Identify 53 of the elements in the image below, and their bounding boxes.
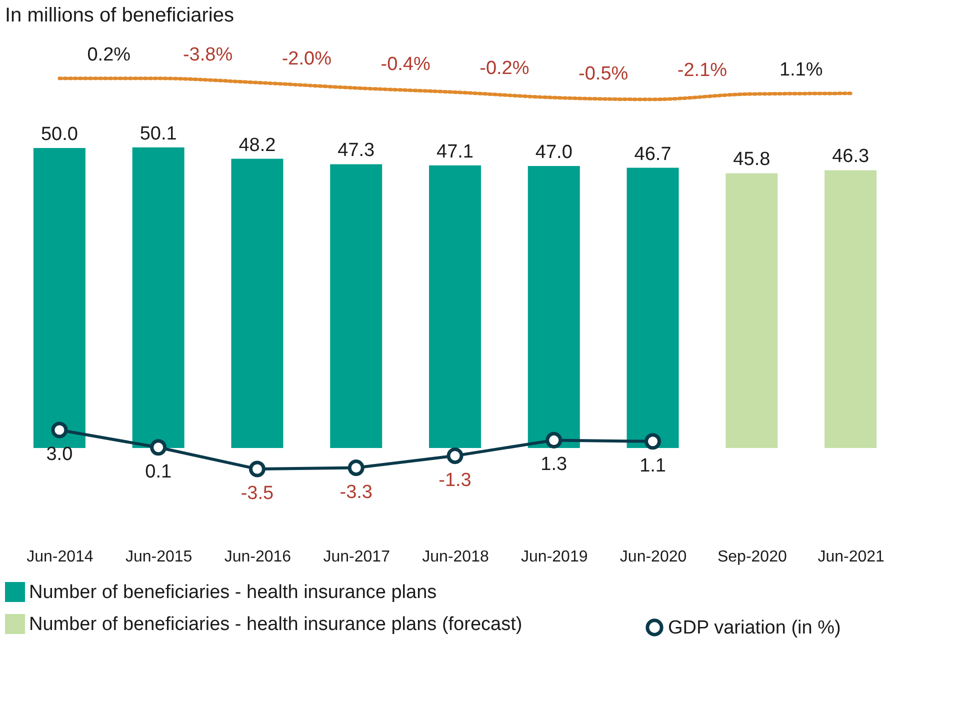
data-label: 48.2 <box>238 134 276 156</box>
legend-label: GDP variation (in %) <box>668 618 841 638</box>
data-label: 47.1 <box>436 141 474 162</box>
data-label: 47.3 <box>338 140 375 162</box>
data-label: 0.1 <box>145 461 172 482</box>
data-label: 46.3 <box>832 146 870 168</box>
point <box>348 460 364 476</box>
data-label: -1.3 <box>438 470 472 491</box>
bar <box>33 148 86 448</box>
data-label: 1.1 <box>640 455 666 476</box>
legend-label: Number of beneficiaries - health insurance plans <box>29 582 437 603</box>
x-tick-label: Jun-2019 <box>521 548 588 566</box>
annotation: -2.1% <box>677 60 728 81</box>
bar <box>726 173 778 448</box>
point <box>546 432 562 448</box>
data-label: -3.5 <box>240 483 274 504</box>
text: 0.2% <box>87 44 131 66</box>
annotation: -0.2% <box>480 58 530 80</box>
bar <box>824 170 877 448</box>
text: -2.0% <box>282 48 332 70</box>
point <box>51 422 68 438</box>
data-label: 45.8 <box>733 149 770 170</box>
bar <box>132 147 184 448</box>
x-tick-label: Jun-2016 <box>224 548 292 566</box>
data-label: -3.3 <box>340 482 372 503</box>
data-label: 1.3 <box>540 454 568 476</box>
x-tick-label: Jun-2018 <box>422 548 489 566</box>
bar <box>330 164 382 448</box>
text: -0.4% <box>380 54 430 75</box>
annotation: 1.1% <box>779 59 823 80</box>
text: -3.8% <box>182 44 233 66</box>
bar <box>528 166 580 448</box>
x-tick-label: Jun-2017 <box>323 548 390 566</box>
bar <box>429 165 481 448</box>
x-tick-label: Sep-2020 <box>717 548 787 566</box>
data-label: 47.0 <box>535 142 572 163</box>
x-tick-label: Jun-2021 <box>818 548 885 566</box>
x-tick-label: Jun-2020 <box>620 548 687 566</box>
point <box>644 433 662 450</box>
x-tick-label: Jun-2015 <box>125 548 192 566</box>
point <box>248 460 266 478</box>
data-label: 50.0 <box>40 124 78 145</box>
legend-label: Number of beneficiaries - health insurance plans (forecast) <box>29 614 522 635</box>
x-tick-label: Jun-2014 <box>26 548 94 566</box>
data-label: 46.7 <box>634 144 672 165</box>
point <box>150 439 167 456</box>
bar <box>231 158 284 448</box>
data-label: 3.0 <box>46 444 73 465</box>
annotation: -0.5% <box>578 64 628 85</box>
chart-title: In millions of beneficiaries <box>5 4 234 26</box>
data-label: 50.1 <box>140 123 177 144</box>
bar <box>626 168 679 448</box>
point <box>446 448 464 464</box>
